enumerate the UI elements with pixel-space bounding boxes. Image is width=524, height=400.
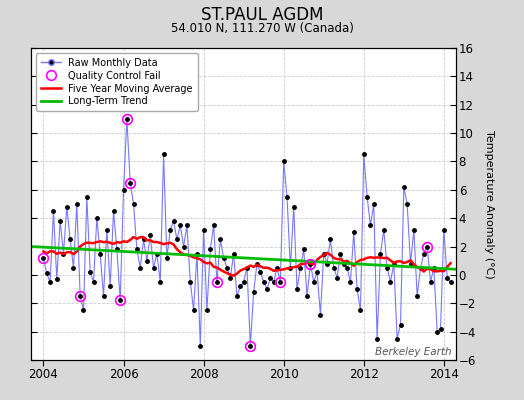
Text: Berkeley Earth: Berkeley Earth xyxy=(375,347,452,357)
Text: 54.010 N, 111.270 W (Canada): 54.010 N, 111.270 W (Canada) xyxy=(171,22,353,35)
Y-axis label: Temperature Anomaly (°C): Temperature Anomaly (°C) xyxy=(484,130,494,278)
Legend: Raw Monthly Data, Quality Control Fail, Five Year Moving Average, Long-Term Tren: Raw Monthly Data, Quality Control Fail, … xyxy=(36,53,198,111)
Text: ST.PAUL AGDM: ST.PAUL AGDM xyxy=(201,6,323,24)
